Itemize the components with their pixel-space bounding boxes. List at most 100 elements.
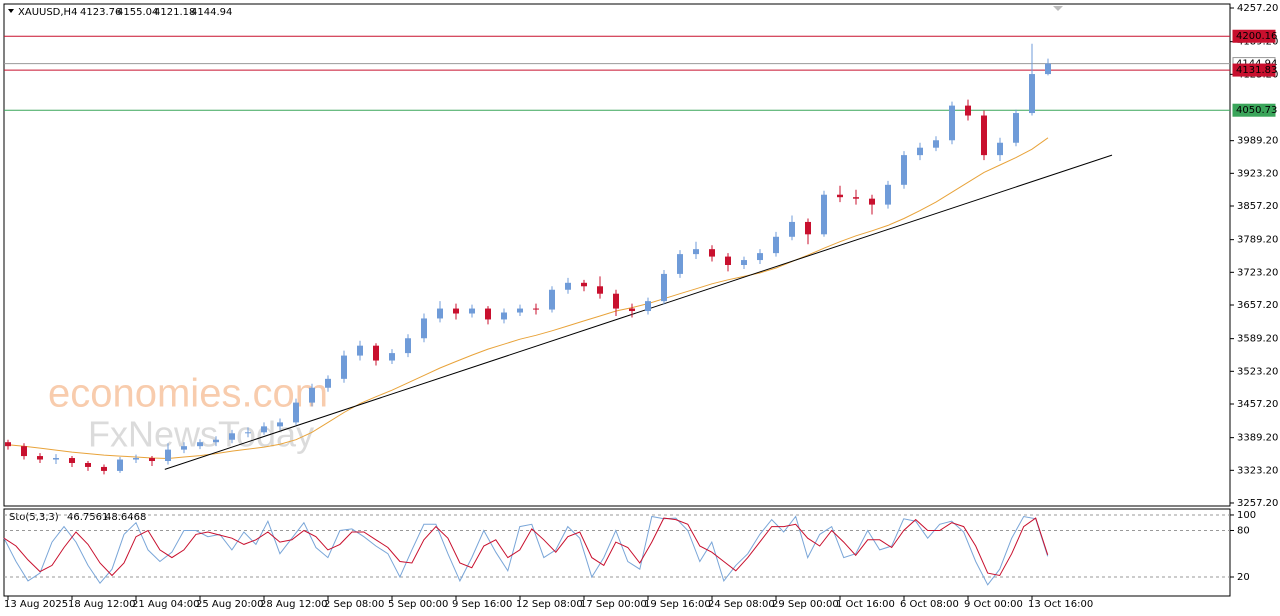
menu-arrow[interactable] [8,9,14,13]
candle-body [965,105,971,116]
symbol-title: XAUUSD,H4 [18,7,77,18]
price-level-box [1232,29,1276,43]
candle-body [5,442,11,447]
price-level-label: 4050.73 [1236,105,1277,116]
candle-body [997,142,1003,156]
candle-body [293,402,299,423]
header-high: 4155.04 [117,7,158,18]
candle-body [229,433,235,440]
oscillator-panel [3,508,1231,597]
oscillator-main-readout: 46.7561 [67,512,108,523]
candle-body [101,466,107,471]
x-tick-label: 1 Oct 16:00 [836,599,895,610]
x-tick-label: 2 Sep 08:00 [324,599,384,610]
candle-body [341,355,347,379]
candle-body [325,378,331,388]
x-tick-label: 29 Sep 00:00 [772,599,839,610]
candle-body [821,194,827,235]
candle-body [677,254,683,274]
shift-marker [1053,6,1063,11]
price-level-label: 4200.16 [1236,31,1277,42]
x-tick-label: 21 Aug 04:00 [132,599,199,610]
candle-body [645,301,651,312]
candle-body [933,140,939,148]
candle-body [581,282,587,287]
x-tick-label: 9 Oct 00:00 [964,599,1023,610]
y-tick-label: 20 [1237,572,1250,583]
candle-body [709,249,715,257]
price-level-box [1232,103,1276,117]
trendline [164,154,1113,470]
watermark: economies.com [48,372,328,416]
candle-body [725,256,731,265]
candle-body [629,308,635,312]
candle-body [69,458,75,463]
x-tick-label: 5 Sep 00:00 [388,599,448,610]
candle-body [981,115,987,156]
candle-body [501,312,507,320]
x-tick-label: 6 Oct 08:00 [900,599,959,610]
y-tick-label: 3457.20 [1237,399,1278,410]
candle-body [773,236,779,254]
price-panel [3,3,1231,507]
oscillator-line [3,517,1049,577]
candle-body [453,308,459,314]
y-tick-label: 4257.20 [1237,3,1278,14]
candle-body [149,458,155,462]
x-tick-label: 25 Aug 20:00 [196,599,263,610]
candle-body [261,426,267,433]
candle-body [741,260,747,265]
y-tick-label: 80 [1237,525,1250,536]
y-tick-label: 3723.20 [1237,267,1278,278]
header-open: 4123.76 [80,7,121,18]
candle-body [901,155,907,185]
candle-body [949,105,955,141]
candle-body [309,387,315,403]
header-low: 4121.18 [154,7,195,18]
y-tick-label: 3389.20 [1237,433,1278,444]
y-tick-label: 3323.20 [1237,465,1278,476]
candle-body [421,318,427,339]
watermark: FxNewsToday [88,414,314,455]
candle-body [117,459,123,471]
moving-average [7,137,1049,460]
price-level-box [1232,63,1276,77]
x-tick-label: 12 Sep 08:00 [516,599,583,610]
y-tick-label: 100 [1237,510,1256,521]
candle-body [133,458,139,460]
candle-body [197,442,203,447]
x-tick-label: 24 Sep 08:00 [708,599,775,610]
y-tick-label: 3657.20 [1237,300,1278,311]
x-tick-label: 18 Aug 12:00 [68,599,135,610]
y-tick-label: 3923.20 [1237,168,1278,179]
candle-body [1045,63,1051,75]
candle-body [405,338,411,354]
candle-body [853,197,859,199]
candle-body [165,449,171,462]
candle-body [277,422,283,427]
candle-body [469,308,475,314]
candle-body [181,446,187,450]
price-level-label: 4131.83 [1236,65,1277,76]
candle-body [597,286,603,294]
candle-body [245,432,251,434]
oscillator-title: Sto(5,3,3) [9,512,59,523]
x-tick-label: 9 Sep 16:00 [452,599,512,610]
candle-body [613,293,619,309]
candle-body [373,345,379,361]
candle-body [693,249,699,255]
x-tick-label: 28 Aug 12:00 [260,599,327,610]
y-tick-label: 3523.20 [1237,366,1278,377]
candle-body [485,308,491,320]
candle-body [565,282,571,290]
y-tick-label: 3989.20 [1237,136,1278,147]
candle-body [53,458,59,460]
candle-body [85,462,91,467]
y-tick-label: 3589.20 [1237,334,1278,345]
candle-body [789,221,795,237]
y-tick-label: 3257.20 [1237,498,1278,509]
candle-body [1013,113,1019,143]
candle-body [357,345,363,356]
y-tick-label: 3789.20 [1237,235,1278,246]
